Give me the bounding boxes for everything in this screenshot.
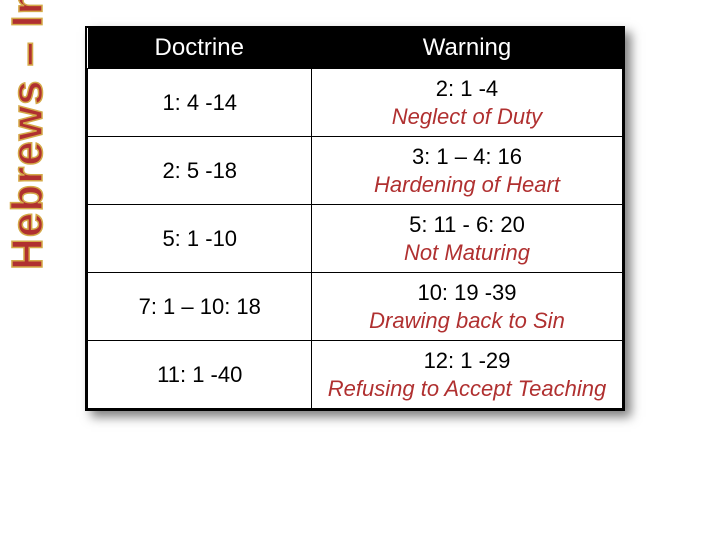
header-doctrine: Doctrine [88, 28, 312, 69]
doctrine-ref: 1: 4 -14 [92, 89, 307, 117]
warning-desc: Not Maturing [316, 239, 617, 267]
warning-ref: 5: 11 - 6: 20 [316, 211, 617, 239]
warning-ref: 3: 1 – 4: 16 [316, 143, 617, 171]
table-row: 1: 4 -14 2: 1 -4 Neglect of Duty [88, 69, 623, 137]
warning-ref: 12: 1 -29 [316, 347, 617, 375]
warning-cell: 2: 1 -4 Neglect of Duty [312, 69, 622, 137]
doctrine-ref: 5: 1 -10 [92, 225, 307, 253]
doctrine-cell: 5: 1 -10 [88, 205, 312, 273]
warning-ref: 2: 1 -4 [316, 75, 617, 103]
table-row: 7: 1 – 10: 18 10: 19 -39 Drawing back to… [88, 273, 623, 341]
doctrine-ref: 7: 1 – 10: 18 [92, 293, 307, 321]
warning-cell: 5: 11 - 6: 20 Not Maturing [312, 205, 622, 273]
warning-cell: 10: 19 -39 Drawing back to Sin [312, 273, 622, 341]
sidebar-title: Hebrews – Intro. [3, 0, 53, 270]
table-header-row: Doctrine Warning [88, 28, 623, 69]
table-row: 5: 1 -10 5: 11 - 6: 20 Not Maturing [88, 205, 623, 273]
warning-desc: Refusing to Accept Teaching [316, 375, 617, 403]
doctrine-ref: 2: 5 -18 [92, 157, 307, 185]
doctrine-ref: 11: 1 -40 [92, 361, 307, 389]
table-row: 11: 1 -40 12: 1 -29 Refusing to Accept T… [88, 341, 623, 409]
doctrine-warning-table: Doctrine Warning 1: 4 -14 2: 1 -4 Neglec… [85, 26, 625, 411]
warning-cell: 3: 1 – 4: 16 Hardening of Heart [312, 137, 622, 205]
warning-desc: Drawing back to Sin [316, 307, 617, 335]
warning-cell: 12: 1 -29 Refusing to Accept Teaching [312, 341, 622, 409]
table: Doctrine Warning 1: 4 -14 2: 1 -4 Neglec… [87, 28, 623, 409]
warning-desc: Hardening of Heart [316, 171, 617, 199]
warning-ref: 10: 19 -39 [316, 279, 617, 307]
doctrine-cell: 7: 1 – 10: 18 [88, 273, 312, 341]
header-warning: Warning [312, 28, 622, 69]
doctrine-cell: 11: 1 -40 [88, 341, 312, 409]
doctrine-cell: 1: 4 -14 [88, 69, 312, 137]
doctrine-cell: 2: 5 -18 [88, 137, 312, 205]
warning-desc: Neglect of Duty [316, 103, 617, 131]
table-row: 2: 5 -18 3: 1 – 4: 16 Hardening of Heart [88, 137, 623, 205]
